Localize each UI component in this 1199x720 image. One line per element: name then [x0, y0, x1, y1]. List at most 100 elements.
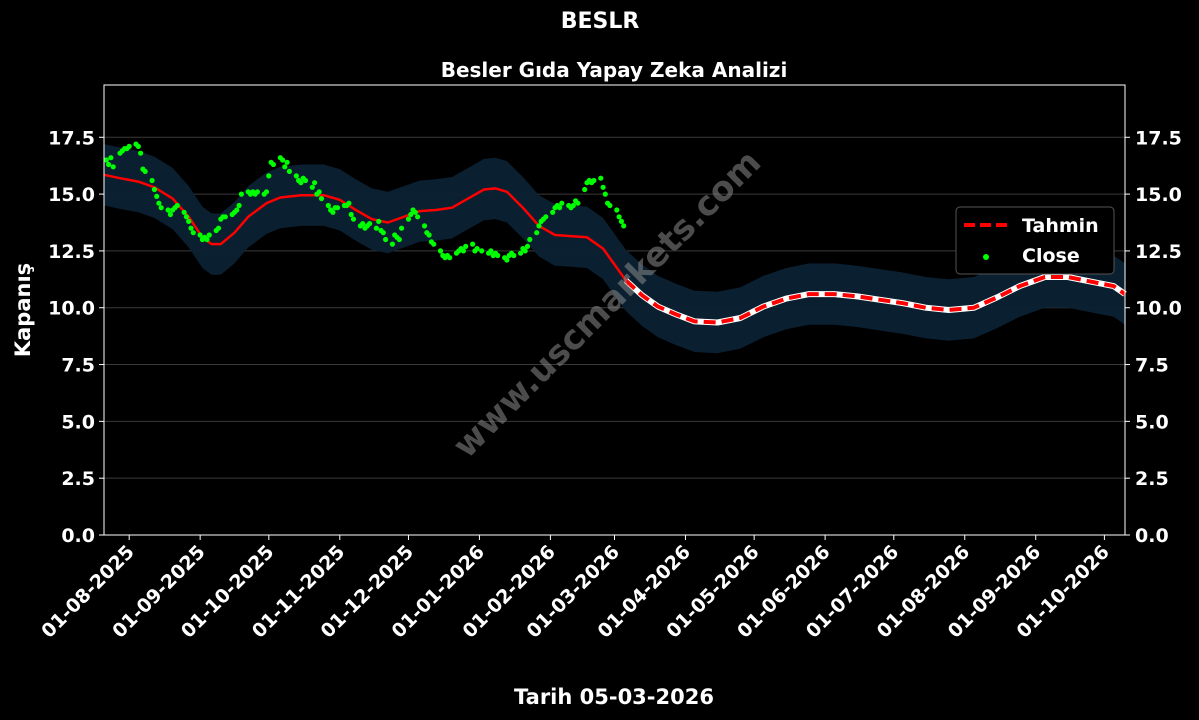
- close-point: [383, 236, 389, 243]
- legend-close-label: Close: [1022, 245, 1080, 267]
- close-point: [463, 243, 469, 249]
- chart-subtitle: Besler Gıda Yapay Zeka Analizi: [441, 58, 788, 82]
- close-point: [614, 207, 620, 213]
- close-point: [399, 225, 405, 231]
- close-point: [302, 177, 309, 184]
- close-point: [504, 257, 510, 263]
- y-tick-label-right: 2.5: [1135, 468, 1169, 490]
- y-tick-label: 15.0: [48, 184, 95, 206]
- tahmin-forecast-line: [624, 275, 1127, 325]
- close-point: [135, 143, 141, 149]
- legend-box: [955, 206, 1115, 275]
- close-point: [405, 216, 412, 222]
- close-point: [234, 207, 240, 213]
- close-point: [518, 250, 524, 256]
- close-point: [479, 248, 485, 254]
- legend-tahmin-label: Tahmin: [1022, 215, 1099, 237]
- close-point: [266, 173, 272, 179]
- close-point: [186, 218, 192, 224]
- x-axis-label: Tarih 05-03-2026: [514, 685, 714, 709]
- close-point: [298, 180, 304, 186]
- legend: Tahmin Close: [955, 206, 1115, 275]
- close-point: [334, 205, 341, 211]
- close-point: [190, 230, 196, 236]
- close-point: [348, 211, 354, 218]
- close-point: [522, 248, 528, 254]
- close-point: [618, 218, 625, 224]
- close-point: [174, 202, 180, 209]
- close-point: [280, 157, 286, 163]
- close-point: [284, 159, 290, 165]
- close-point: [421, 223, 428, 229]
- close-point: [536, 223, 542, 229]
- close-point: [534, 230, 540, 236]
- y-tick-label: 0.0: [61, 525, 95, 547]
- y-tick-label: 12.5: [48, 241, 95, 263]
- close-point: [330, 209, 336, 215]
- close-point: [142, 168, 148, 174]
- close-point: [204, 236, 210, 243]
- close-point: [389, 241, 395, 247]
- close-point: [575, 200, 581, 206]
- close-point: [602, 191, 608, 197]
- close-point: [527, 236, 533, 243]
- close-point: [238, 191, 244, 197]
- y-tick-label-right: 5.0: [1135, 411, 1169, 433]
- close-point: [286, 168, 292, 174]
- close-point: [607, 202, 613, 209]
- close-point: [373, 225, 379, 231]
- close-point: [263, 189, 270, 195]
- chart-title: BESLR: [561, 9, 640, 34]
- close-point: [598, 175, 604, 181]
- series-layer: [103, 141, 1127, 326]
- y-axis-label: Kapanış: [11, 263, 35, 357]
- close-point: [149, 177, 155, 184]
- close-point: [437, 248, 444, 254]
- close-point: [557, 205, 563, 211]
- close-point: [154, 193, 160, 199]
- close-point: [293, 173, 299, 179]
- close-point: [412, 209, 418, 215]
- close-point: [222, 214, 228, 220]
- close-point: [215, 225, 222, 231]
- close-point: [316, 189, 322, 195]
- tahmin-line: [103, 173, 627, 282]
- close-point: [488, 248, 494, 254]
- close-point: [431, 241, 437, 247]
- close-point: [495, 252, 501, 259]
- close-point: [582, 186, 588, 193]
- close-point: [380, 230, 386, 236]
- close-point: [270, 161, 276, 168]
- close-point: [447, 255, 453, 261]
- close-point: [396, 236, 402, 243]
- y-tick-label-right: 12.5: [1135, 241, 1182, 263]
- close-point: [616, 214, 622, 220]
- y-tick-label: 2.5: [61, 468, 95, 490]
- y-tick-label-right: 10.0: [1135, 298, 1182, 320]
- close-point: [346, 200, 352, 206]
- close-point: [350, 216, 357, 222]
- close-point: [325, 202, 331, 209]
- legend-close-swatch: [983, 254, 989, 260]
- close-point: [103, 157, 109, 163]
- close-point: [197, 232, 203, 238]
- close-point: [376, 218, 382, 224]
- close-point: [570, 202, 576, 209]
- close-point: [474, 246, 480, 252]
- close-point: [165, 207, 171, 213]
- close-point: [158, 205, 164, 211]
- y-tick-label-right: 0.0: [1135, 525, 1169, 547]
- close-point: [309, 184, 315, 190]
- close-point: [106, 161, 112, 168]
- close-point: [511, 252, 517, 259]
- close-point: [408, 211, 414, 218]
- y-tick-label: 5.0: [61, 411, 95, 433]
- close-point: [600, 184, 606, 190]
- close-point: [367, 221, 373, 227]
- close-point: [621, 223, 627, 229]
- y-tick-label: 17.5: [48, 127, 95, 149]
- close-point: [108, 155, 114, 161]
- close-point: [426, 232, 432, 238]
